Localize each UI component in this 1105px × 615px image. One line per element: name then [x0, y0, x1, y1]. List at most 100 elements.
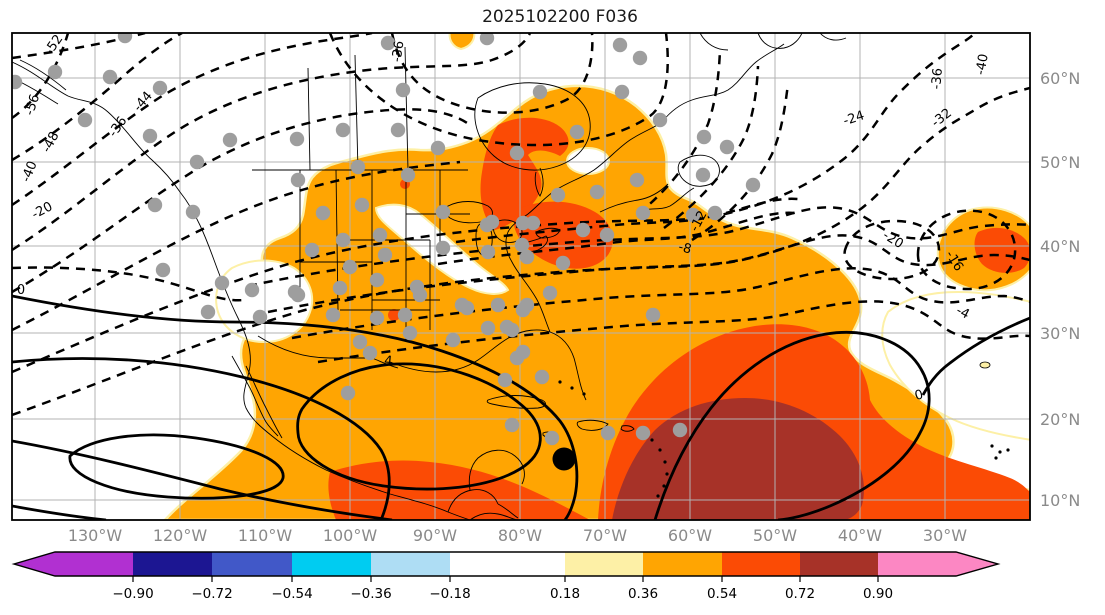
colorbar-segment: [722, 552, 800, 576]
lon-tick-label: 120°W: [153, 526, 208, 545]
colorbar-arrow-left: [14, 552, 55, 576]
station-dot: [652, 112, 668, 128]
contour-label: -40: [973, 53, 991, 77]
lon-tick-label: 90°W: [413, 526, 457, 545]
contours-positive: [12, 294, 1030, 520]
colorbar-segment: [292, 552, 371, 576]
colorbar-segment: [878, 552, 956, 576]
station-dot: [189, 154, 205, 170]
colorbar-tick-label: −0.72: [191, 586, 232, 602]
colorbar-segment: [371, 552, 450, 576]
contour-label: -56: [22, 93, 43, 118]
station-dot: [340, 385, 356, 401]
shade-red-patch-core: [974, 227, 1030, 273]
lon-tick-label: 80°W: [498, 526, 542, 545]
station-dot: [635, 425, 651, 441]
lon-tick-label: 100°W: [323, 526, 378, 545]
station-dot: [589, 184, 605, 200]
colorbar-tick-label: 0.54: [707, 586, 737, 602]
station-dot: [696, 129, 712, 145]
station-dot: [532, 84, 548, 100]
station-dot: [614, 84, 630, 100]
colorbar-segment: [55, 552, 133, 576]
station-dot: [397, 307, 413, 323]
station-dot: [332, 280, 348, 296]
station-dot: [147, 197, 163, 213]
station-dot: [400, 167, 416, 183]
colorbar-tick-label: −0.18: [429, 586, 470, 602]
station-dot: [395, 82, 411, 98]
station-dot: [315, 205, 331, 221]
station-dot: [519, 249, 535, 265]
colorbar-tick-label: 0.18: [550, 586, 580, 602]
contour-label: -36: [929, 67, 946, 89]
contour-label: -4: [953, 303, 971, 322]
station-dot: [497, 372, 513, 388]
lon-tick-label: 40°W: [838, 526, 882, 545]
contour-label: -24: [842, 108, 867, 129]
contour-label: -36: [390, 40, 408, 63]
contours-negative: [12, 33, 1030, 417]
station-dot: [117, 33, 133, 44]
station-dot: [377, 247, 393, 263]
station-dot: [509, 145, 525, 161]
lat-tick-label: 20°N: [1040, 410, 1080, 429]
station-dot: [214, 275, 230, 291]
colorbar-segment: [643, 552, 722, 576]
station-dot: [390, 122, 406, 138]
station-dot: [480, 320, 496, 336]
lat-tick-label: 40°N: [1040, 237, 1080, 256]
station-dot: [490, 297, 506, 313]
station-dot: [575, 222, 591, 238]
lat-tick-label: 60°N: [1040, 69, 1080, 88]
station-dot: [695, 167, 711, 183]
station-dot: [380, 35, 396, 51]
station-dot: [550, 187, 566, 203]
page-title: 2025102200 F036: [482, 7, 638, 27]
station-dot: [342, 259, 358, 275]
shade-orange-top-blob: [448, 33, 476, 51]
colorbar-segment: [450, 552, 565, 576]
station-dot: [304, 242, 320, 258]
colorbar-segment: [212, 552, 292, 576]
contour-label: -40: [19, 159, 41, 184]
lon-tick-label: 110°W: [238, 526, 293, 545]
station-dot: [484, 214, 500, 230]
station-dot: [152, 80, 168, 96]
station-dot: [534, 369, 550, 385]
station-dot: [599, 227, 615, 243]
station-dot: [635, 205, 651, 221]
island-speck: [979, 361, 991, 369]
colorbar: −0.90 −0.72 −0.54 −0.36 −0.18 0.18 0.36 0.54 0.7…: [11, 551, 1001, 602]
shade-white-se-atlantic: [881, 290, 1030, 441]
station-dot: [480, 244, 496, 260]
station-dot: [632, 50, 648, 66]
station-dot: [707, 205, 723, 221]
station-dot: [542, 285, 558, 301]
lat-tick-label: 50°N: [1040, 153, 1080, 172]
station-dot: [354, 197, 370, 213]
target-point-dot: [552, 447, 576, 471]
station-dot: [102, 69, 118, 85]
map-layers: -52-56 -44-36-48-40-20-36-24 -32-36-40-20-…: [12, 33, 1030, 520]
colorbar-outline: [11, 551, 1001, 577]
colorbar-tick-label: −0.90: [112, 586, 153, 602]
station-dot: [77, 112, 93, 128]
shade-red-westband: [328, 460, 590, 520]
contour-label: 4: [384, 354, 394, 370]
station-dot: [612, 37, 628, 53]
island-dots: [558, 380, 1010, 498]
colorbar-tick-label: −0.54: [271, 586, 312, 602]
station-dot: [252, 309, 268, 325]
station-dot: [525, 215, 541, 231]
station-dot: [459, 300, 475, 316]
latitude-axis-labels: 60°N 50°N 40°N 30°N 20°N 10°N: [1040, 69, 1080, 510]
station-dot: [47, 64, 63, 80]
lat-tick-label: 10°N: [1040, 491, 1080, 510]
station-dot: [719, 139, 735, 155]
station-dot: [335, 232, 351, 248]
map-frame: [11, 32, 1031, 521]
station-dot: [350, 159, 366, 175]
station-dot: [504, 417, 520, 433]
